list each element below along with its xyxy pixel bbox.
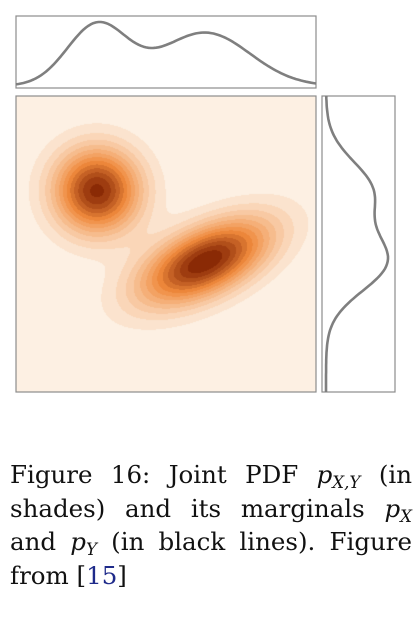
symbol-p-xy: pX,Y bbox=[317, 460, 361, 489]
top-marginal-frame bbox=[16, 16, 316, 88]
joint-density-shading bbox=[16, 96, 316, 392]
caption-label: Figure 16: bbox=[10, 460, 150, 489]
symbol-p-x: pX bbox=[384, 494, 412, 523]
top-marginal-panel bbox=[16, 16, 316, 88]
joint-density-panel bbox=[16, 96, 316, 392]
figure-caption: Figure 16: Joint PDF pX,Y (in shades) an… bbox=[10, 458, 412, 592]
marginal-y-curve bbox=[326, 96, 388, 392]
joint-pdf-figure bbox=[0, 0, 420, 410]
citation-link[interactable]: 15 bbox=[86, 561, 117, 590]
marginal-x-curve bbox=[16, 22, 316, 84]
right-marginal-panel bbox=[322, 96, 395, 392]
symbol-p-y: pY bbox=[70, 527, 97, 556]
